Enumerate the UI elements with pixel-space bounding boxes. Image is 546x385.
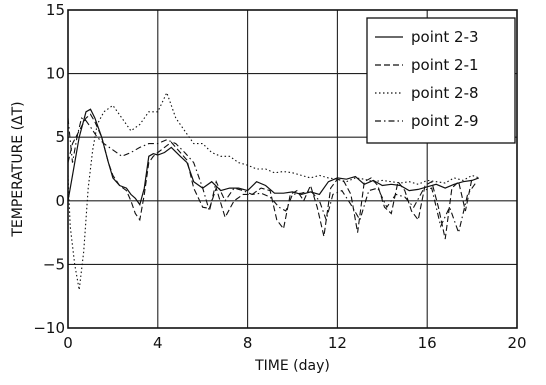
y-tick-label: 5: [55, 128, 65, 146]
x-tick-label: 4: [153, 334, 163, 352]
y-tick-label: 15: [46, 1, 65, 19]
x-tick-label: 16: [418, 334, 437, 352]
legend-label-4: point 2-9: [411, 112, 479, 130]
x-tick-label: 12: [328, 334, 347, 352]
y-tick-labels: −10 −5 0 5 10 15: [33, 1, 65, 337]
x-tick-label: 8: [243, 334, 253, 352]
x-tick-label: 20: [507, 334, 526, 352]
series-group: [67, 91, 480, 290]
legend-box: [366, 17, 516, 144]
legend-label-3: point 2-8: [411, 84, 479, 102]
y-tick-label: 0: [55, 192, 65, 210]
y-tick-label: −10: [33, 319, 65, 337]
y-tick-label: −5: [43, 255, 65, 273]
x-tick-labels: 0 4 8 12 16 20: [63, 334, 526, 352]
series-line-4: [67, 117, 478, 235]
y-axis-title: TEMPERATURE (ΔT): [10, 101, 26, 237]
x-axis-title: TIME (day): [254, 358, 330, 374]
legend-label-1: point 2-3: [411, 28, 479, 46]
legend-label-2: point 2-1: [411, 56, 479, 74]
plot-frame: [67, 9, 518, 329]
y-tick-label: 10: [46, 65, 65, 83]
series-line-3: [67, 91, 479, 290]
x-tick-label: 0: [63, 334, 73, 352]
legend: point 2-3 point 2-1 point 2-8 point 2-9: [366, 17, 516, 144]
